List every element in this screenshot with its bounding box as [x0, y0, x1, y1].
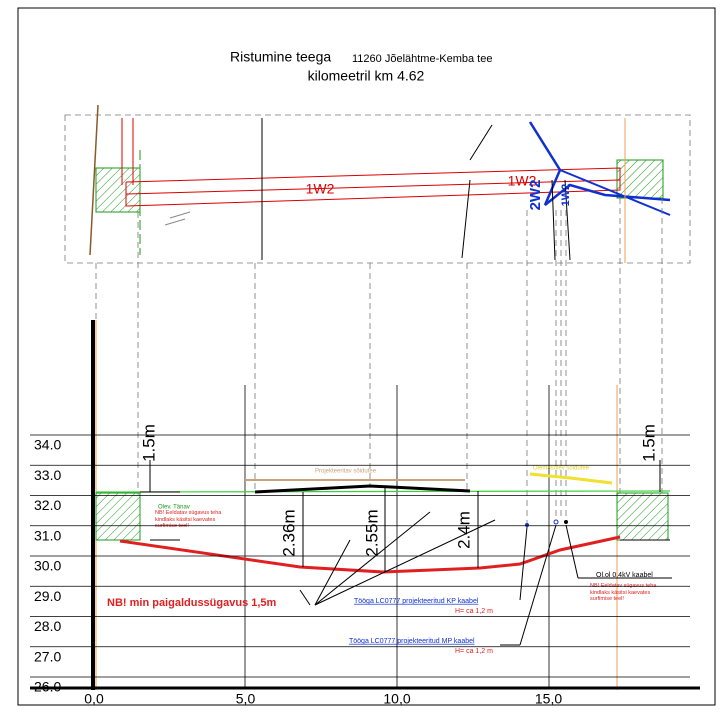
dimension: 1.5m [139, 424, 158, 462]
note: NB! min paigaldussügavus 1,5m [107, 597, 277, 609]
dimension: 1.5m [639, 424, 658, 462]
y-label: 30.0 [34, 558, 61, 574]
x-label: 0,0 [84, 691, 104, 707]
road-label: Projekteeritav sõidutee [315, 469, 377, 475]
x-label: 15,0 [535, 691, 562, 707]
note: H= ca 1,2 m [455, 608, 493, 615]
x-label: 10,0 [383, 691, 410, 707]
y-label: 32.0 [34, 497, 61, 513]
road-label: Olemasolev sõidutee [533, 466, 590, 472]
projection-lines [95, 198, 663, 525]
x-label: 5,0 [236, 691, 256, 707]
plan-label: 2W2 [527, 180, 544, 211]
note-box: NB! Eeldatav sügavus teha kindlaks käsit… [590, 583, 656, 602]
dimension: 2.4m [454, 511, 473, 549]
frame [17, 7, 716, 706]
title-km: kilomeetril km 4.62 [308, 68, 425, 84]
note: NB! Eeldatav sügavus teha kindlaks käsit… [155, 510, 222, 530]
y-label: 33.0 [34, 467, 61, 483]
title: Ristumine teega [230, 49, 331, 65]
y-label: 31.0 [34, 527, 61, 543]
y-label: 27.0 [34, 648, 61, 664]
note: Ol.ol 0,4kV kaabel [596, 572, 653, 579]
road-label: Olev. Tänav [158, 505, 190, 511]
dimension: 2.55m [362, 509, 381, 556]
profile: 1.5m 1.5m 2.36m 2.55m 2.4m Projekteerita… [95, 424, 672, 655]
plan-label: 1W2 [560, 184, 572, 207]
plan-view: 1W2 1W2 2W2 1W2 [64, 104, 691, 264]
y-label: 34.0 [34, 437, 61, 453]
dimension: 2.36m [279, 509, 298, 556]
y-label: 28.0 [34, 618, 61, 634]
y-label: 26.0 [34, 679, 61, 695]
note: Tööga LC0777 projekteeritud MP kaabel [349, 638, 475, 645]
y-label: 29.0 [34, 588, 61, 604]
note-box: NB! Eeldatav sügavus teha kindlaks käsit… [155, 510, 222, 530]
plan-label: 1W2 [508, 173, 537, 189]
note: H= ca 1,2 m [455, 648, 493, 655]
note: Tööga LC0777 projekteeritud KP kaabel [354, 598, 479, 605]
plan-label: 1W2 [306, 181, 335, 197]
title-road: 11260 Jõelähtme-Kemba tee [352, 53, 492, 65]
